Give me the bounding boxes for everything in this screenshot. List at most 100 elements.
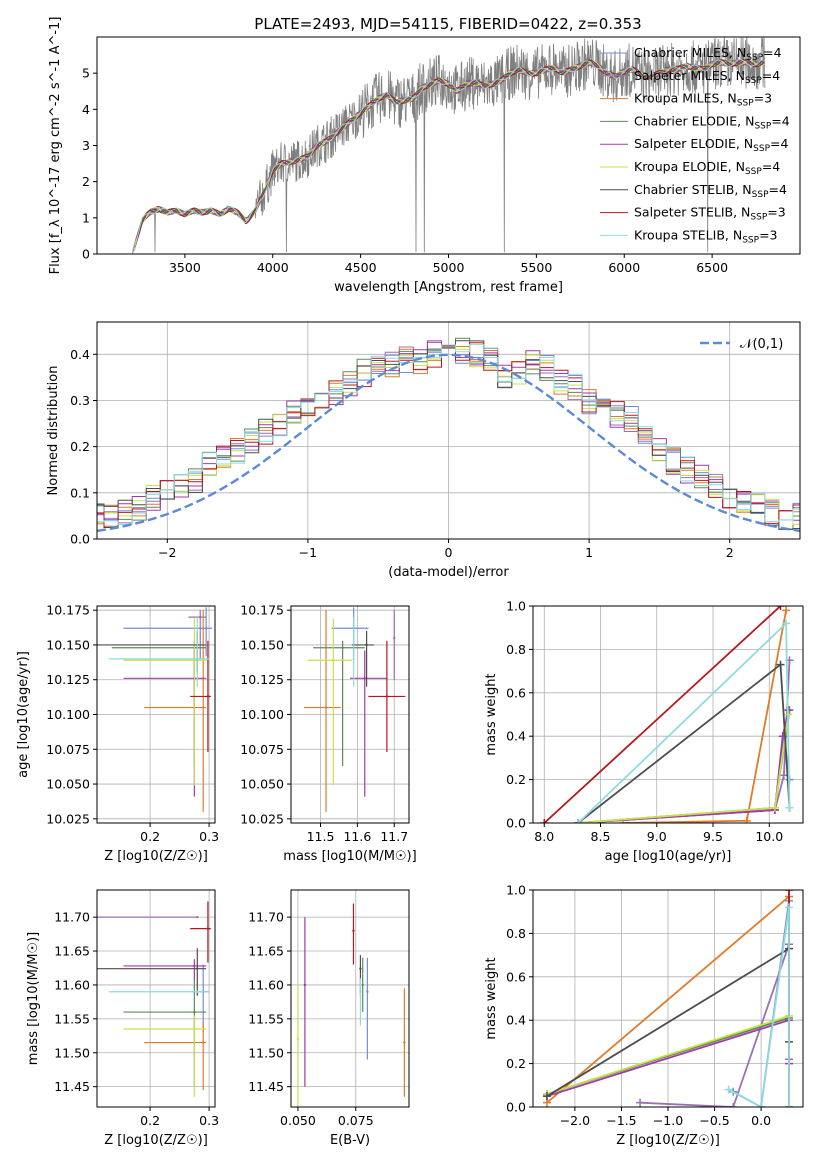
- plus-marker: [540, 819, 549, 823]
- axes-frame: [532, 605, 804, 824]
- y-tick-label: 11.70: [54, 910, 90, 925]
- x-axis-label: Z [log10(Z/Z☉)]: [104, 1133, 208, 1148]
- y-tick-label: 11.50: [248, 1045, 284, 1060]
- point-marker: [196, 657, 199, 661]
- data-point: [331, 607, 369, 657]
- weight-line: [728, 907, 790, 1107]
- point-marker: [206, 927, 210, 930]
- y-tick-label: 0.8: [506, 926, 526, 941]
- y-tick-label: 1.0: [506, 599, 526, 614]
- y-tick-label: 0.4: [70, 347, 90, 362]
- x-tick-label: 9.5: [703, 829, 723, 844]
- data-point: [352, 903, 355, 965]
- plus-marker: [785, 903, 794, 912]
- x-axis-label: Z [log10(Z/Z☉)]: [616, 1133, 720, 1148]
- point-marker: [352, 657, 355, 661]
- y-tick-label: 10.075: [46, 742, 90, 757]
- plus-marker: [776, 660, 785, 669]
- y-tick-label: 10.050: [46, 777, 90, 792]
- legend-entry: Chabrier ELODIE, NSSP=4: [634, 113, 790, 131]
- x-axis-label: mass [log10(M/M☉)]: [283, 849, 416, 864]
- plot-area: [97, 890, 215, 1107]
- x-tick-label: 8.5: [591, 829, 611, 844]
- x-tick-label: 0: [445, 545, 453, 560]
- data-point: [97, 948, 207, 996]
- point-marker: [363, 677, 366, 680]
- y-tick-label: 0.8: [506, 642, 526, 657]
- x-tick-label: 8.0: [534, 829, 554, 844]
- residual-histogram: [97, 342, 800, 528]
- chart-age_vs_mass: 11.5 11.6 11.7 10.025 10.050 10.075 10.100 10.1…: [240, 603, 416, 864]
- y-tick-label: 0.2: [70, 439, 90, 454]
- data-point: [359, 978, 362, 1026]
- axes-frame: [96, 889, 216, 1108]
- figure-title: PLATE=2493, MJD=54115, FIBERID=0422, z=0…: [254, 15, 641, 33]
- data-point: [296, 984, 300, 1107]
- plus-marker: [724, 1085, 733, 1094]
- plus-marker: [785, 1103, 794, 1107]
- x-tick-label: 0.3: [199, 1113, 219, 1128]
- y-tick-label: 11.60: [248, 977, 284, 992]
- point-marker: [199, 615, 202, 619]
- plot-area: [291, 890, 409, 1107]
- x-tick-label: 4500: [345, 260, 377, 275]
- plus-marker: [742, 816, 751, 823]
- point-marker: [366, 990, 369, 993]
- y-tick-label: 1: [82, 210, 90, 225]
- chart-massweight_vs_age: 8.0 8.5 9.0 9.5 10.0 0.0 0.2 0.4 0.6 0.8 1.0 age [l…: [484, 599, 804, 864]
- y-tick-label: 0.0: [506, 816, 526, 831]
- data-point: [361, 957, 364, 1013]
- plus-marker: [574, 819, 582, 823]
- data-point: [403, 988, 406, 1097]
- y-tick-label: 10.050: [240, 777, 284, 792]
- y-axis-label: Flux [f_λ 10^-17 erg cm^-2 s^-1 A^-1]: [48, 17, 63, 275]
- point-marker: [193, 1027, 196, 1031]
- legend-entry: Salpeter MILES, NSSP=4: [634, 68, 780, 86]
- x-tick-label: 11.5: [307, 829, 335, 844]
- y-tick-label: 5: [82, 66, 90, 81]
- data-point: [123, 618, 207, 786]
- x-tick-label: 0.050: [280, 1113, 316, 1128]
- x-axis-label: wavelength [Angstrom, rest frame]: [334, 280, 563, 295]
- point-marker: [359, 990, 362, 993]
- y-tick-label: 0.2: [506, 772, 526, 787]
- plus-marker: [542, 1092, 551, 1101]
- x-tick-label: −1.5: [606, 1113, 636, 1128]
- plus-marker: [757, 1103, 766, 1107]
- plus-marker: [776, 606, 785, 610]
- data-point: [350, 650, 387, 797]
- x-tick-label: 9.0: [647, 829, 667, 844]
- x-tick-label: 3500: [169, 260, 201, 275]
- legend-entry: 𝒩(0,1): [740, 337, 783, 352]
- point-marker: [324, 706, 328, 709]
- point-marker: [403, 1041, 406, 1044]
- plot-area: [97, 606, 215, 823]
- data-point: [303, 610, 341, 812]
- y-tick-label: 11.65: [248, 944, 284, 959]
- x-axis-label: (data-model)/error: [388, 565, 509, 580]
- x-tick-label: 0.3: [199, 829, 219, 844]
- x-axis-label: age [log10(age/yr)]: [605, 849, 732, 864]
- point-marker: [202, 706, 205, 709]
- y-axis-label: mass weight: [484, 957, 499, 1039]
- weight-line: [577, 710, 790, 823]
- x-tick-label: 0.2: [140, 829, 160, 844]
- residual-histogram: [97, 340, 800, 521]
- x-tick-label: 10.0: [755, 829, 783, 844]
- x-axis-label: Z [log10(Z/Z☉)]: [104, 849, 208, 864]
- weight-line: [622, 610, 787, 823]
- plus-marker: [779, 771, 788, 780]
- point-marker: [196, 967, 199, 970]
- y-tick-label: 10.150: [240, 637, 284, 652]
- plus-marker: [782, 606, 791, 615]
- y-tick-label: 1.0: [506, 883, 526, 898]
- y-tick-label: 11.45: [54, 1079, 90, 1094]
- y-tick-label: 0.4: [506, 729, 526, 744]
- x-tick-label: 5500: [520, 260, 552, 275]
- y-tick-label: 10.100: [240, 707, 284, 722]
- y-tick-label: 11.65: [54, 944, 90, 959]
- point-marker: [352, 929, 355, 932]
- y-tick-label: 0.1: [70, 485, 90, 500]
- plus-marker: [729, 1103, 738, 1107]
- x-tick-label: 6500: [696, 260, 728, 275]
